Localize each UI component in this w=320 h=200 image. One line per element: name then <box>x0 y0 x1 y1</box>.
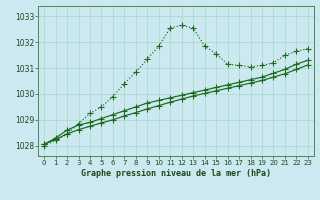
X-axis label: Graphe pression niveau de la mer (hPa): Graphe pression niveau de la mer (hPa) <box>81 169 271 178</box>
